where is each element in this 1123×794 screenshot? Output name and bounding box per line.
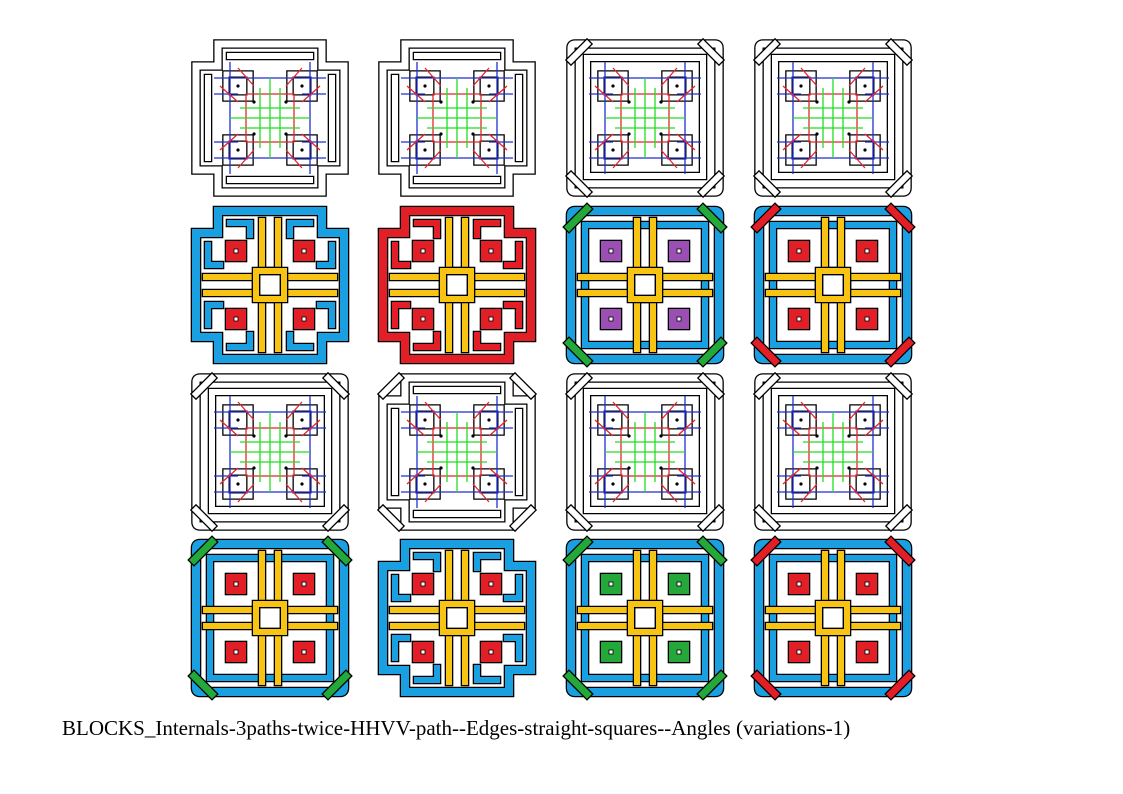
knot-tile-r4c1 [187, 535, 353, 701]
knot-tile-r2c3 [562, 202, 728, 368]
knot-tile-r4c3 [562, 535, 728, 701]
knot-tile-r3c3 [564, 371, 726, 533]
knot-tile-r2c1 [190, 205, 350, 365]
knot-tile-r1c1 [191, 39, 349, 197]
knot-tile-r1c2 [378, 39, 536, 197]
knot-tile-r2c2 [377, 205, 537, 365]
knot-tile-r3c4 [752, 371, 914, 533]
knot-tile-r4c4 [750, 535, 916, 701]
knot-tile-r3c2 [376, 371, 538, 533]
knot-tile-r3c1 [189, 371, 351, 533]
knot-tile-r1c4 [752, 37, 914, 199]
knot-tile-r4c2 [377, 538, 537, 698]
knot-tile-r1c3 [564, 37, 726, 199]
figure-caption: BLOCKS_Internals-3paths-twice-HHVV-path-… [62, 716, 851, 740]
knot-tile-r2c4 [750, 202, 916, 368]
